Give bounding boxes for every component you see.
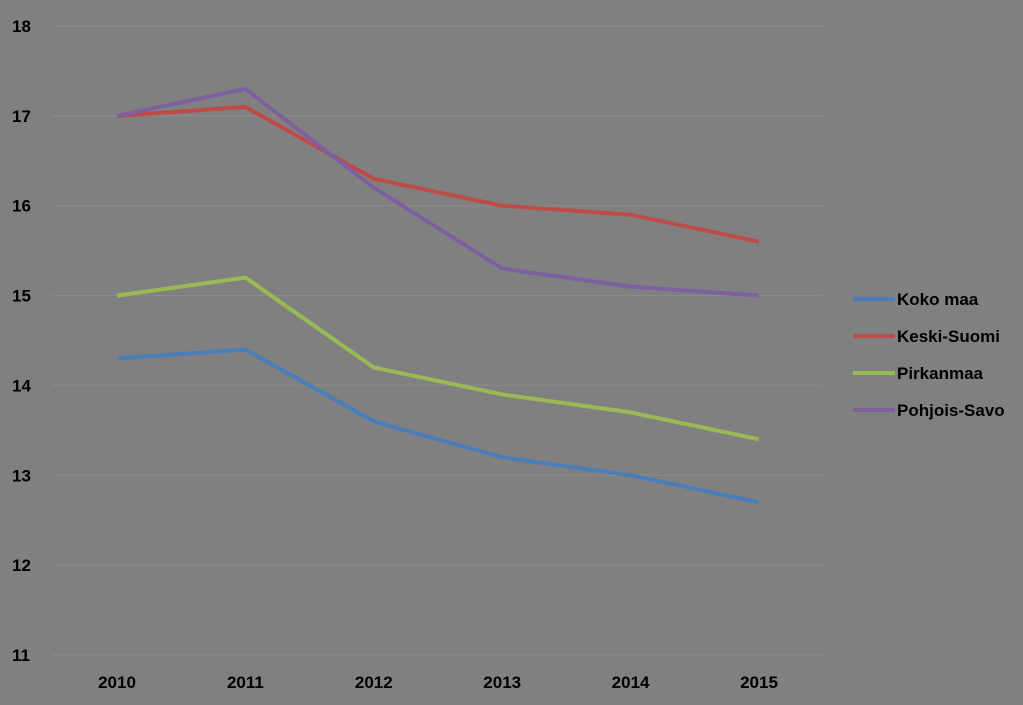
y-tick-label: 14 <box>12 376 31 395</box>
x-tick-label: 2011 <box>227 673 264 692</box>
legend: Koko maa Keski-Suomi Pirkanmaa Pohjois-Savo <box>853 290 1005 420</box>
gridlines <box>52 25 823 656</box>
y-tick-label: 12 <box>12 556 31 575</box>
x-tick-label: 2010 <box>98 673 136 692</box>
series-lines <box>116 86 760 505</box>
y-tick-label: 17 <box>12 107 31 126</box>
y-tick-label: 15 <box>12 287 31 306</box>
y-tick-label: 13 <box>12 466 31 485</box>
series-line-koko-maa <box>116 347 760 505</box>
legend-label-koko-maa: Koko maa <box>897 290 979 309</box>
series-line-pirkanmaa <box>116 275 760 442</box>
y-tick-label: 18 <box>12 17 31 36</box>
y-axis: 11 12 13 14 15 16 17 18 <box>12 17 31 665</box>
legend-label-pirkanmaa: Pirkanmaa <box>897 364 984 383</box>
y-tick-label: 11 <box>12 646 30 665</box>
y-tick-label: 16 <box>12 197 31 216</box>
legend-label-keski-suomi: Keski-Suomi <box>897 327 1000 346</box>
legend-label-pohjois-savo: Pohjois-Savo <box>897 401 1005 420</box>
x-tick-label: 2014 <box>612 673 650 692</box>
x-tick-label: 2013 <box>483 673 521 692</box>
x-axis: 2010 2011 2012 2013 2014 2015 <box>98 673 778 692</box>
series-line-pohjois-savo <box>116 86 760 298</box>
series-line-keski-suomi <box>116 104 760 244</box>
x-tick-label: 2012 <box>355 673 393 692</box>
x-tick-label: 2015 <box>740 673 778 692</box>
